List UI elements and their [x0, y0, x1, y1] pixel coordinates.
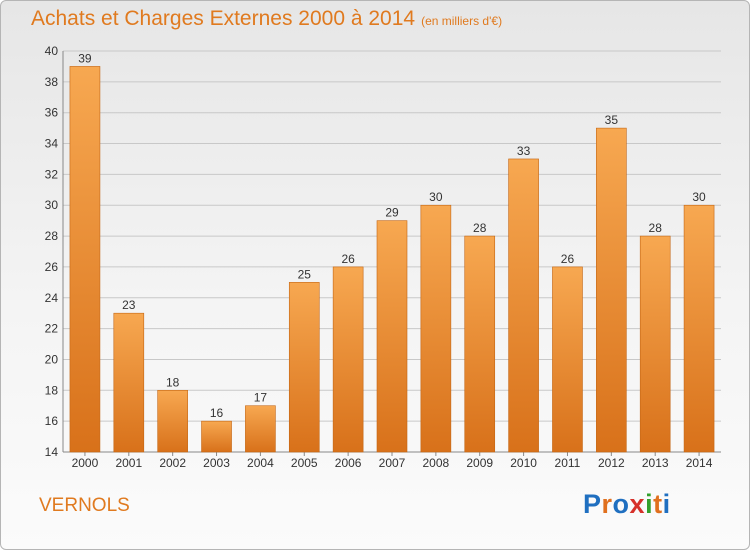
- x-tick-label-2009: 2009: [466, 456, 493, 470]
- x-tick-label-2001: 2001: [115, 456, 142, 470]
- labels: 14 16 18 20 22 24 26 28 30 32 34 36 38 40 39 2000 23 2001…: [45, 44, 713, 470]
- y-tick-label: 30: [45, 198, 59, 212]
- bar-outline: [508, 158, 539, 453]
- bar-2001: [113, 313, 144, 452]
- y-tick-label: 20: [45, 352, 59, 366]
- x-tick-label-2002: 2002: [159, 456, 186, 470]
- data-label-2002: 18: [166, 375, 180, 389]
- bar-outline: [201, 420, 232, 453]
- x-tick-label-2014: 2014: [686, 456, 713, 470]
- bar-2000: [69, 66, 100, 452]
- x-tick-label-2011: 2011: [555, 456, 581, 470]
- x-tick-label-2006: 2006: [335, 456, 362, 470]
- y-tick-label: 40: [45, 44, 59, 58]
- data-label-2007: 29: [385, 206, 399, 220]
- x-tick-label-2004: 2004: [247, 456, 274, 470]
- bar-2013: [640, 236, 671, 452]
- bar-outline: [157, 390, 188, 453]
- bar-2005: [289, 282, 320, 452]
- data-label-2010: 33: [517, 144, 531, 158]
- bar-2004: [245, 405, 276, 452]
- data-label-2014: 30: [692, 190, 706, 204]
- bars: [69, 66, 715, 453]
- data-label-2006: 26: [341, 252, 355, 266]
- x-tick-label-2012: 2012: [598, 456, 625, 470]
- bar-outline: [245, 405, 276, 453]
- x-tick-label-2005: 2005: [291, 456, 318, 470]
- data-label-2000: 39: [78, 51, 92, 65]
- bar-outline: [288, 282, 320, 453]
- y-tick-label: 24: [45, 291, 59, 305]
- logo-letter: t: [653, 489, 663, 519]
- bar-2011: [552, 266, 583, 452]
- x-tick-label-2008: 2008: [423, 456, 450, 470]
- town-name: VERNOLS: [39, 495, 130, 516]
- logo-letter: P: [583, 489, 602, 519]
- data-label-2001: 23: [122, 298, 136, 312]
- data-label-2005: 25: [298, 267, 312, 281]
- bar-outline: [552, 266, 583, 453]
- data-label-2011: 26: [561, 252, 575, 266]
- bar-2010: [508, 158, 539, 452]
- y-tick-label: 14: [45, 445, 59, 459]
- data-label-2013: 28: [649, 221, 663, 235]
- logo-letter: o: [612, 489, 630, 519]
- logo-letter: x: [629, 489, 646, 519]
- chart-title: Achats et Charges Externes 2000 à 2014 (e…: [31, 7, 502, 31]
- y-tick-label: 38: [45, 75, 59, 89]
- data-label-2012: 35: [605, 113, 619, 127]
- x-tick-label-2000: 2000: [72, 456, 99, 470]
- y-tick-label: 34: [45, 137, 59, 151]
- bar-outline: [113, 312, 145, 453]
- bar-outline: [69, 66, 101, 453]
- data-label-2008: 30: [429, 190, 443, 204]
- bar-2007: [377, 220, 407, 452]
- logo-letter: r: [601, 489, 613, 519]
- chart-title-text: Achats et Charges Externes 2000 à 2014: [31, 7, 416, 30]
- y-tick-label: 26: [45, 260, 59, 274]
- bar-2006: [333, 266, 364, 452]
- proxiti-logo: Proxiti: [583, 489, 671, 520]
- bar-2002: [157, 390, 188, 452]
- y-tick-label: 22: [45, 322, 59, 336]
- data-label-2004: 17: [254, 391, 268, 405]
- y-tick-label: 18: [45, 383, 59, 397]
- bar-2008: [420, 205, 451, 452]
- bar-2003: [201, 421, 232, 452]
- data-label-2009: 28: [473, 221, 487, 235]
- bar-2009: [464, 236, 495, 452]
- x-tick-label-2003: 2003: [203, 456, 230, 470]
- x-tick-label-2007: 2007: [379, 456, 406, 470]
- y-tick-label: 16: [45, 414, 59, 428]
- data-label-2003: 16: [210, 406, 224, 420]
- bar-outline: [683, 204, 715, 453]
- bar-outline: [464, 235, 496, 453]
- bar-outline: [596, 127, 627, 453]
- y-tick-label: 36: [45, 106, 59, 120]
- bar-outline: [639, 235, 671, 453]
- y-tick-label: 28: [45, 229, 59, 243]
- logo-letter: i: [662, 489, 671, 519]
- bar-2012: [596, 128, 627, 452]
- bar-outline: [376, 220, 408, 453]
- logo-letter: i: [645, 489, 654, 519]
- bar-outline: [332, 266, 364, 453]
- x-tick-label-2013: 2013: [642, 456, 669, 470]
- bar-2014: [684, 205, 715, 452]
- x-tick-label-2010: 2010: [510, 456, 537, 470]
- chart-subtitle: (en milliers d'€): [421, 14, 503, 28]
- bar-outline: [420, 204, 452, 453]
- y-tick-label: 32: [45, 167, 59, 181]
